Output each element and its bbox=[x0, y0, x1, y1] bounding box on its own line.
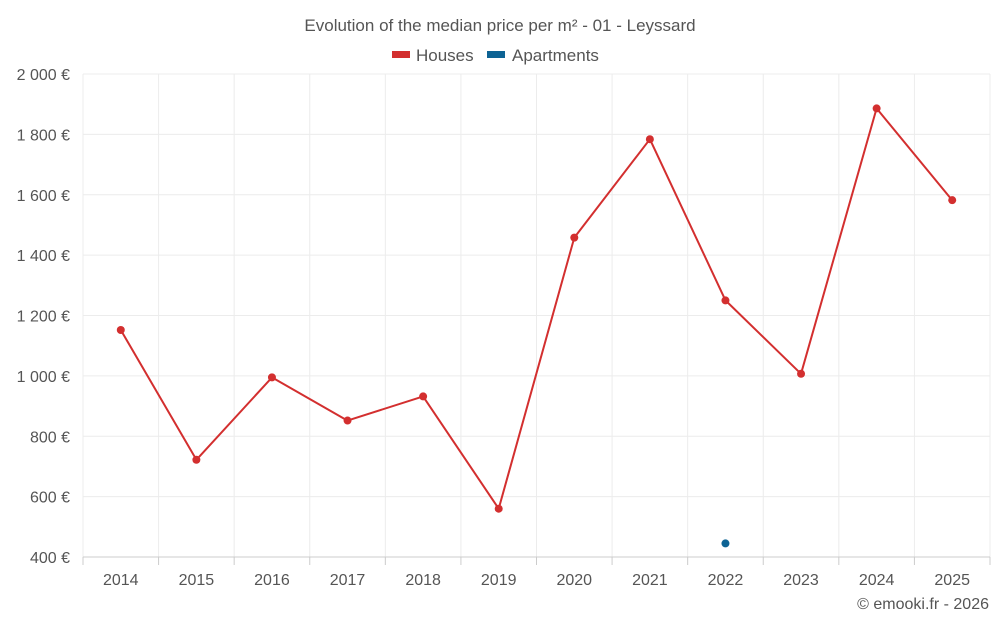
data-point-houses-2015[interactable] bbox=[192, 455, 201, 464]
y-tick-label: 1 400 € bbox=[17, 248, 70, 265]
chart-title: Evolution of the median price per m² - 0… bbox=[304, 16, 695, 35]
gridlines bbox=[82, 73, 991, 557]
x-tick-label: 2018 bbox=[405, 572, 441, 589]
data-point-houses-2017[interactable] bbox=[343, 416, 352, 425]
x-axis: 2014 2015 2016 2017 2018 2019 2020 2021 2022 2023… bbox=[82, 556, 991, 589]
data-point-houses-2019[interactable] bbox=[494, 504, 503, 513]
series bbox=[116, 104, 957, 548]
x-tick-label: 2017 bbox=[330, 572, 366, 589]
x-tick-label: 2021 bbox=[632, 572, 668, 589]
data-point-houses-2024[interactable] bbox=[872, 104, 881, 113]
data-point-houses-2025[interactable] bbox=[948, 196, 957, 205]
y-tick-label: 1 600 € bbox=[17, 188, 70, 205]
x-tick-label: 2025 bbox=[934, 572, 970, 589]
x-tick-label: 2024 bbox=[859, 572, 895, 589]
x-tick-label: 2014 bbox=[103, 572, 139, 589]
data-point-houses-2021[interactable] bbox=[645, 135, 654, 144]
data-point-houses-2014[interactable] bbox=[116, 325, 125, 334]
y-tick-label: 800 € bbox=[30, 429, 70, 446]
y-tick-label: 1 200 € bbox=[17, 309, 70, 326]
x-tick-label: 2015 bbox=[179, 572, 215, 589]
x-tick-label: 2020 bbox=[556, 572, 592, 589]
data-point-houses-2020[interactable] bbox=[570, 233, 579, 242]
y-tick-label: 1 000 € bbox=[17, 369, 70, 386]
data-point-houses-2018[interactable] bbox=[419, 392, 428, 401]
x-tick-label: 2022 bbox=[708, 572, 744, 589]
x-tick-label: 2023 bbox=[783, 572, 819, 589]
legend-swatch-apartments[interactable] bbox=[487, 51, 505, 58]
x-tick-label: 2016 bbox=[254, 572, 290, 589]
legend: Houses Apartments bbox=[392, 46, 599, 65]
legend-swatch-houses[interactable] bbox=[392, 51, 410, 58]
data-point-houses-2016[interactable] bbox=[267, 373, 276, 382]
legend-label-apartments[interactable]: Apartments bbox=[512, 46, 599, 65]
credit: © emooki.fr - 2026 bbox=[857, 596, 989, 613]
x-tick-label: 2019 bbox=[481, 572, 517, 589]
series-apartments bbox=[721, 539, 730, 548]
series-houses bbox=[116, 104, 957, 513]
legend-label-houses[interactable]: Houses bbox=[416, 46, 474, 65]
data-point-apartments-2022[interactable] bbox=[721, 539, 730, 548]
y-tick-label: 2 000 € bbox=[17, 67, 70, 84]
y-axis: 400 € 600 € 800 € 1 000 € 1 200 € 1 400 € 1 60… bbox=[17, 67, 70, 567]
data-point-houses-2022[interactable] bbox=[721, 296, 730, 305]
y-tick-label: 1 800 € bbox=[17, 127, 70, 144]
data-point-houses-2023[interactable] bbox=[797, 369, 806, 378]
series-line-houses bbox=[119, 107, 953, 510]
y-tick-label: 600 € bbox=[30, 490, 70, 507]
y-tick-label: 400 € bbox=[30, 550, 70, 567]
